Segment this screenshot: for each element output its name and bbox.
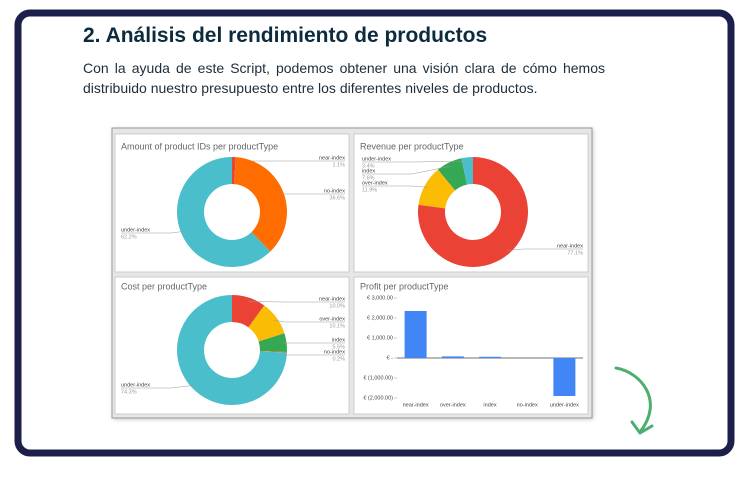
slice-label: under-index (362, 156, 391, 162)
slice-label: under-index (121, 227, 150, 233)
slice-label: no-index (324, 349, 345, 355)
heading: 2. Análisis del rendimiento de productos (83, 24, 488, 47)
slice (248, 305, 285, 342)
chart-title: Revenue per productType (360, 141, 464, 151)
chart-title: Amount of product IDs per productType (121, 141, 278, 151)
slice (437, 158, 468, 191)
slice (176, 157, 271, 267)
leader-line (362, 185, 429, 188)
y-tick-label: € - (387, 355, 394, 361)
slice (259, 351, 287, 353)
y-tick-label: € (1,000.00) (363, 375, 393, 381)
slice-value: 77.1% (567, 250, 583, 256)
leader-line (506, 248, 583, 251)
slice-value: 3.4% (362, 163, 375, 169)
slice-value: 62.2% (121, 234, 137, 240)
y-tick-label: € 1,000.00 (367, 335, 393, 341)
leader-line (362, 165, 451, 175)
slice (232, 295, 265, 328)
slice-label: over-index (362, 180, 388, 186)
slice (461, 157, 473, 185)
y-tick-label: € (2,000.00) (363, 395, 393, 401)
slice-label: near-index (557, 243, 583, 249)
bar (441, 356, 464, 358)
slice (418, 157, 528, 267)
x-tick-label: index (483, 402, 496, 408)
slice-value: 0.2% (332, 356, 345, 362)
leader-line (121, 230, 185, 234)
leader-line (273, 319, 345, 323)
slice (232, 157, 236, 185)
x-tick-label: under-index (550, 402, 579, 408)
slice (177, 295, 287, 405)
slice-value: 11.9% (362, 187, 377, 193)
slice-label: over-index (319, 316, 345, 322)
y-tick-label: € 3,000.00 (367, 295, 393, 301)
slice-label: near-index (319, 296, 345, 302)
slice-value: 36.6% (329, 195, 345, 201)
slice-label: index (332, 337, 345, 343)
slice-value: 7.6% (362, 175, 375, 181)
chart-title: Cost per productType (121, 281, 207, 291)
leader-line (362, 161, 468, 163)
x-tick-label: over-index (440, 402, 466, 408)
x-tick-label: near-index (403, 402, 429, 408)
arrow (614, 366, 652, 434)
y-tick-label: € 2,000.00 (367, 315, 393, 321)
slice-value: 10.1% (329, 323, 345, 329)
slice-value: 74.3% (121, 389, 137, 395)
bar (404, 311, 427, 358)
bar (479, 356, 501, 358)
slice (418, 169, 456, 209)
slice-value: 5.5% (332, 344, 345, 350)
slice (258, 333, 287, 352)
paragraph: Con la ayuda de este Script, podemos obt… (83, 60, 605, 96)
slice-value: 1.1% (332, 162, 345, 168)
slice-value: 10.0% (329, 303, 345, 309)
arrow-head (630, 420, 654, 435)
x-tick-label: no-index (517, 402, 538, 408)
bar (553, 358, 576, 396)
leader-line (121, 384, 196, 389)
slice (233, 157, 287, 252)
panel (353, 276, 589, 415)
chart-title: Profit per productType (360, 281, 449, 291)
leader-line (247, 301, 345, 303)
slice-label: under-index (121, 382, 150, 388)
slice-label: no-index (324, 188, 345, 194)
slice-label: near-index (319, 155, 345, 161)
slice-label: index (362, 168, 375, 174)
